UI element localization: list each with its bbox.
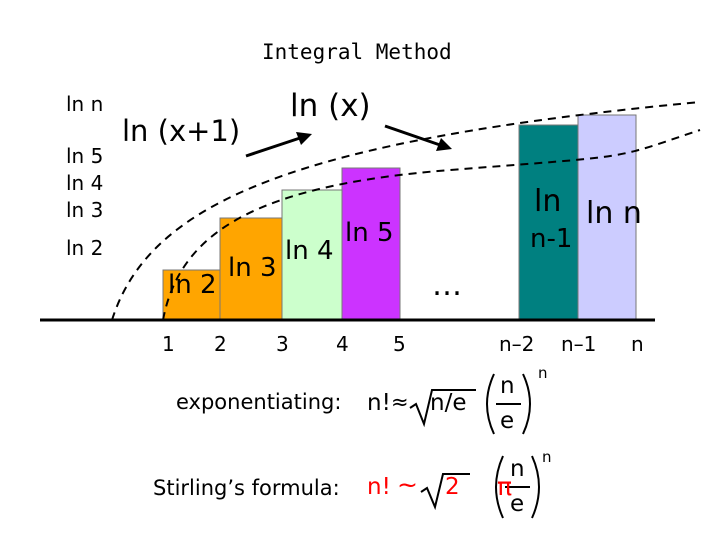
bar-label-ln-3: ln 3 (228, 253, 277, 283)
bar-label-ln-4: ln 4 (285, 236, 334, 266)
curve-ln-x (162, 129, 701, 321)
pi-symbol: π (497, 472, 513, 501)
x-tick-n-minus-1: n–1 (561, 332, 597, 356)
bar-ln5 (341, 167, 401, 321)
y-label-ln-n: ln n (66, 92, 104, 116)
sqrt-sign-2pi (420, 473, 470, 511)
paren-right (522, 373, 531, 435)
ellipsis: … (432, 268, 462, 303)
curve-label-ln-x: ln (x) (290, 88, 371, 124)
approx-symbol: ≈ (391, 390, 409, 414)
frac-den: e (500, 408, 515, 434)
s-paren-left (495, 455, 504, 519)
bar-label-ln-n: ln n (586, 196, 642, 231)
x-tick-5: 5 (393, 332, 406, 356)
s-power: n (542, 448, 552, 466)
x-tick-2: 2 (214, 332, 227, 356)
y-label-ln-3: ln 3 (66, 198, 104, 222)
y-label-ln-2: ln 2 (66, 236, 104, 260)
arrowhead-ln-x (436, 138, 452, 151)
exp-lhs: n! (367, 390, 391, 416)
bar-label-ln-n-minus-1-top: ln (534, 184, 562, 219)
bar-label-ln-5: ln 5 (345, 218, 394, 248)
bar-ln-n (577, 114, 637, 321)
bar-label-ln-2: ln 2 (168, 270, 217, 300)
x-tick-4: 4 (336, 332, 349, 356)
s-frac-num: n (510, 456, 525, 482)
power: n (538, 364, 548, 382)
x-tick-3: 3 (276, 332, 289, 356)
x-tick-n: n (631, 332, 644, 356)
curve-label-ln-x-plus-1: ln (x+1) (122, 114, 241, 148)
frac-num: n (500, 373, 515, 399)
sqrt-sign-n-over-e (409, 389, 476, 428)
arrowhead-ln-x-plus-1 (296, 132, 312, 145)
diagram-title: Integral Method (262, 40, 452, 64)
arrow-ln-x (384, 124, 441, 147)
bar-ln3 (219, 217, 283, 321)
x-tick-1: 1 (162, 332, 175, 356)
s-paren-right (531, 455, 540, 519)
s-frac-den: e (510, 491, 525, 517)
sqrt-arg: n/e (430, 390, 467, 416)
y-label-ln-4: ln 4 (66, 171, 104, 195)
stirling-label: Stirling’s formula: (153, 476, 340, 500)
paren-left (486, 373, 495, 435)
tilde-symbol: ~ (397, 470, 418, 499)
bar-label-ln-n-minus-1-bottom: n-1 (530, 224, 573, 254)
stirling-lhs: n! (367, 474, 391, 500)
bar-ln-n-minus-1 (518, 124, 579, 321)
y-label-ln-5: ln 5 (66, 144, 104, 168)
bar-ln2 (162, 269, 221, 321)
x-tick-n-minus-2: n–2 (499, 332, 535, 356)
arrow-ln-x-plus-1 (245, 136, 301, 158)
sqrt-2: 2 (445, 474, 460, 500)
exponentiating-label: exponentiating: (176, 390, 342, 414)
